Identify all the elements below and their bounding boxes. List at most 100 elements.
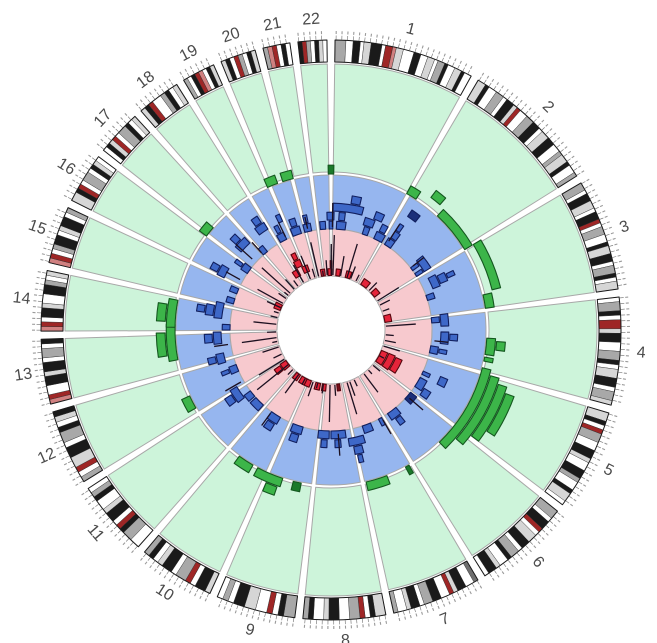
middle-blue-tiles-tile-68: [257, 244, 268, 256]
pink-sector-chr13: [229, 331, 280, 357]
tick-chr15: [49, 243, 54, 246]
tick-label-mark-chr4: [618, 401, 622, 403]
chromosome-label-21: 21: [262, 15, 283, 35]
tick-chr10: [156, 564, 160, 568]
outer-green-tiles-tile-20: [155, 332, 168, 358]
cytoband-chr4-6: [598, 332, 622, 343]
tick-chr1: [457, 64, 460, 69]
tick-chr2: [498, 89, 502, 93]
tick-label-mark-chr5: [597, 458, 601, 461]
middle-blue-tiles-tile-36: [353, 444, 365, 456]
tick-chr3: [589, 196, 594, 199]
tick-label-mark-chr7: [479, 585, 483, 589]
tick-chr1: [447, 60, 450, 64]
tick-label-mark-chr19: [184, 68, 188, 72]
tick-chr2: [512, 99, 516, 104]
blue-needle-14: [304, 216, 309, 229]
tick-label-mark-chr15: [50, 225, 54, 228]
tick-chr3: [592, 201, 597, 205]
tick-label-mark-chr5: [588, 474, 593, 477]
tick-label-mark-chr7: [432, 607, 435, 612]
chromosome-label-7: 7: [438, 610, 453, 629]
tick-chr1: [441, 57, 444, 62]
tick-chr11: [113, 526, 118, 530]
tick-chr21: [285, 38, 287, 44]
tick-label-mark-chr11: [84, 497, 88, 501]
tick-chr2: [560, 149, 564, 153]
middle-blue-tiles-tile-26: [436, 375, 449, 389]
middle-blue-tiles-tile-35: [347, 434, 366, 447]
cytoband-chr14-0: [40, 326, 64, 332]
tick-chr5: [578, 481, 583, 485]
tick-label-mark-chr6: [520, 556, 524, 560]
tick-chr9: [270, 614, 272, 619]
tick-chr10: [176, 577, 179, 581]
tick-chr4: [618, 371, 623, 374]
ideogram-outline-chr5: [544, 406, 610, 506]
tick-label-mark-chr7: [409, 615, 412, 619]
tick-chr7: [408, 609, 411, 614]
tick-label-mark-chr13: [37, 387, 41, 389]
outer-green-tiles-tile-12: [404, 464, 414, 476]
tick-chr1: [386, 41, 389, 46]
tick-chr2: [516, 103, 520, 107]
tick-label-mark-chr2: [560, 141, 564, 145]
cytoband-chr8-5: [338, 597, 350, 621]
pink-needle-24: [307, 381, 314, 397]
tick-chr18: [142, 102, 147, 107]
tick-chr13: [43, 391, 48, 394]
tick-label-mark-chr5: [599, 453, 603, 456]
tick-chr6: [512, 556, 516, 560]
tick-label-mark-chr10: [173, 581, 177, 585]
tick-chr9: [220, 599, 223, 604]
tick-label-mark-chr5: [604, 442, 608, 445]
middle-blue-tiles-tile-21: [430, 316, 441, 324]
tick-chr16: [82, 171, 86, 175]
tick-label-mark-chr21: [272, 36, 275, 40]
outer-green-tiles-tile-3: [472, 239, 502, 291]
tick-chr15: [52, 232, 57, 235]
tick-label-mark-chr6: [496, 574, 500, 578]
tick-label-mark-chr11: [98, 516, 102, 520]
tick-chr5: [601, 435, 606, 438]
tick-chr16: [67, 197, 72, 200]
tick-chr7: [461, 589, 465, 593]
tick-chr3: [581, 181, 586, 184]
middle-blue-tiles-tile-2: [332, 202, 365, 216]
tick-chr2: [576, 172, 581, 176]
pink-needle-33: [241, 337, 277, 344]
tick-chr3: [597, 212, 602, 215]
tick-label-mark-chr2: [532, 111, 536, 115]
tick-chr16: [79, 176, 83, 180]
tick-label-mark-chr9: [263, 618, 265, 622]
ideogram-outline-chr4: [589, 296, 622, 406]
tick-label-mark-chr11: [95, 511, 99, 515]
tick-chr18: [156, 92, 160, 96]
tick-chr1: [436, 55, 439, 60]
pink-needle-26: [284, 374, 300, 394]
middle-blue-tiles-tile-43: [288, 432, 300, 444]
middle-blue-tiles-tile-54: [212, 331, 223, 345]
pink-needle-13: [379, 355, 385, 359]
tick-label-mark-chr3: [604, 215, 608, 218]
tick-chr5: [607, 419, 612, 422]
inner-red-tiles-tile-3: [370, 287, 381, 298]
tick-label-mark-chr2: [564, 146, 568, 149]
pink-needle-0: [332, 235, 335, 276]
tick-label-mark-chr16: [78, 169, 82, 172]
pink-sector-chr3: [377, 278, 432, 323]
tick-chr18: [171, 82, 174, 87]
tick-label-mark-chr2: [486, 75, 490, 79]
tick-chr21: [279, 39, 281, 44]
tick-chr1: [403, 44, 406, 49]
tick-label-mark-chr2: [506, 88, 509, 92]
blue-needle-8: [225, 381, 242, 392]
tick-chr5: [597, 446, 601, 449]
middle-blue-tiles-tile-27: [421, 370, 431, 379]
tick-label-mark-chr3: [621, 272, 625, 274]
tick-chr8: [384, 615, 386, 620]
tick-chr13: [45, 402, 50, 405]
tick-chr20: [225, 54, 228, 59]
tick-label-mark-chr2: [571, 155, 575, 159]
